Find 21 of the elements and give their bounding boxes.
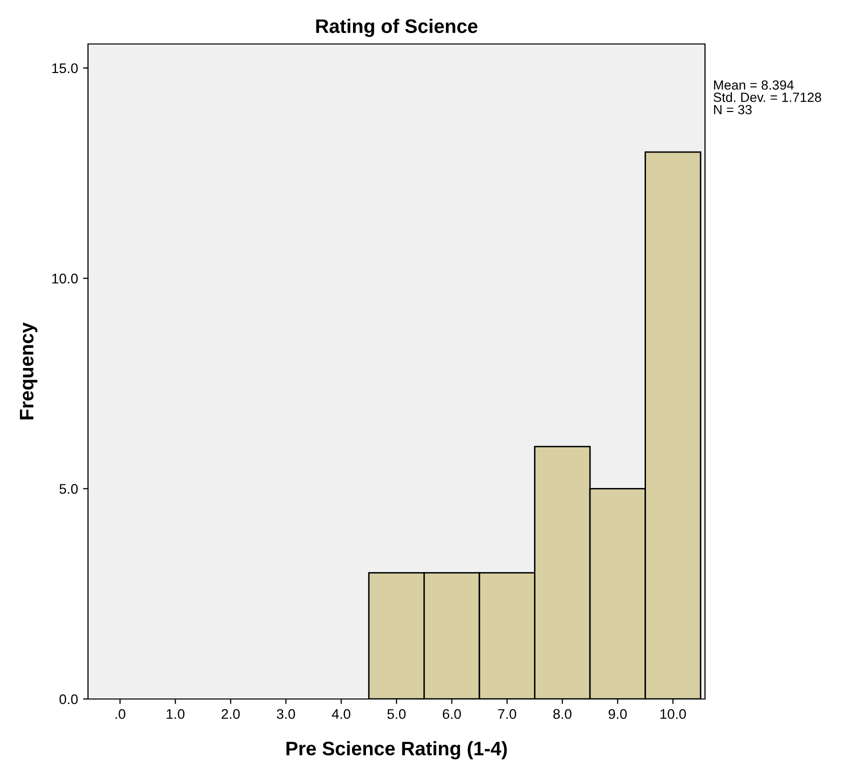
text: Mean = 8.394 (714, 80, 794, 90)
x-tick-label: 1.0 (166, 709, 184, 719)
x-tick-label: 8.0 (553, 709, 572, 719)
y-tick-label: 15.0 (52, 63, 78, 74)
x-axis-title: Pre Science Rating (1-4) (286, 741, 507, 760)
y-axis-title: Frequency (20, 322, 38, 420)
x-tick-label: 10.0 (660, 709, 686, 719)
chart-title: Rating of Science (316, 18, 478, 38)
text: Std. Dev. = 1.7128 (714, 92, 822, 102)
x-tick-label: 9.0 (608, 709, 627, 719)
y-tick-label: 0.0 (60, 694, 78, 704)
x-tick-label: 2.0 (222, 709, 240, 719)
x-tick-label: 3.0 (276, 709, 296, 719)
x-tick-label: 7.0 (498, 709, 516, 719)
x-tick-label: 6.0 (442, 709, 461, 719)
x-tick-label: 4.0 (332, 709, 350, 719)
x-tick-label: 5.0 (387, 709, 406, 719)
text: N = 33 (714, 104, 752, 114)
x-tick-label: .0 (116, 709, 126, 719)
y-tick-label: 10.0 (52, 274, 78, 284)
y-tick-label: 5.0 (60, 484, 78, 494)
